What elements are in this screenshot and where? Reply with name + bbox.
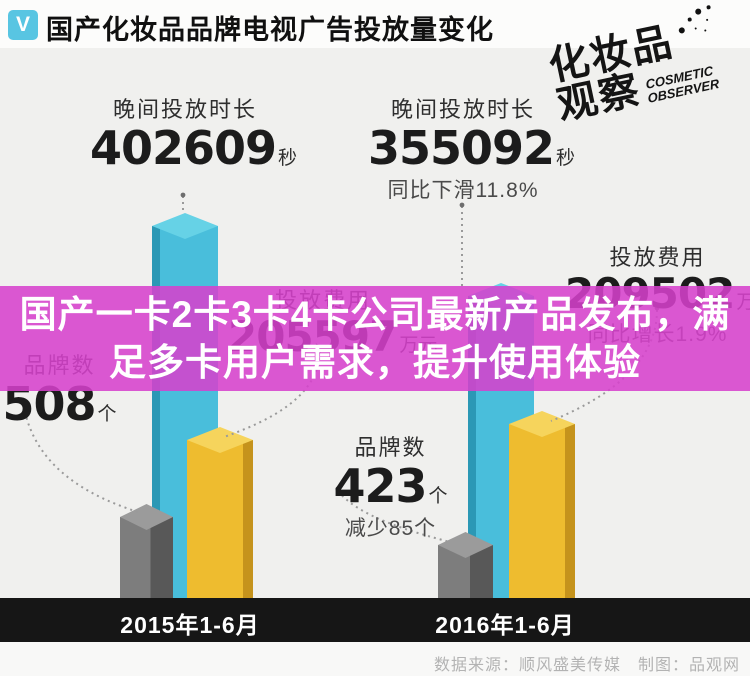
bar-top-face xyxy=(152,213,218,239)
banner-line1: 国产一卡2卡3卡4卡公司最新产品发布，满 xyxy=(19,293,731,335)
header-bar: V 国产化妆品品牌电视广告投放量变化 xyxy=(0,0,750,48)
metric-2015-airtime: 晚间投放时长 402609 秒 xyxy=(90,92,297,175)
banner-line2: 足多卡用户需求，提升使用体验 xyxy=(109,341,641,383)
footer-bar: 数据来源：顺风盛美传媒 制图：品观网 xyxy=(0,642,750,676)
v-logo-icon: V xyxy=(8,10,38,40)
bar-2015-brand-count xyxy=(120,504,173,598)
metric-label: 晚间投放时长 xyxy=(390,97,535,122)
metric-2016-brands: 品牌数 423 个 减少85个 xyxy=(328,430,453,542)
metric-unit: 秒 xyxy=(278,148,298,169)
metric-unit: 秒 xyxy=(556,148,576,169)
metric-value: 402609 xyxy=(90,121,277,175)
axis-label-2016: 2016年1-6月 xyxy=(435,612,575,638)
metric-label: 晚间投放时长 xyxy=(112,97,257,122)
metric-note: 同比下滑11.8% xyxy=(387,179,539,203)
metric-label: 投放费用 xyxy=(609,245,706,270)
metric-unit: 个 xyxy=(428,486,448,507)
promo-overlay-banner: 国产一卡2卡3卡4卡公司最新产品发布，满 足多卡用户需求，提升使用体验 xyxy=(0,286,750,391)
x-axis-bar: 2015年1-6月 2016年1-6月 xyxy=(0,598,750,642)
metric-label: 品牌数 xyxy=(354,435,427,460)
metric-note: 减少85个 xyxy=(344,517,437,541)
bar-2016-brand-count xyxy=(438,532,493,598)
bar-2015-ad-spend xyxy=(187,427,253,598)
bar-2016-ad-spend xyxy=(509,411,575,598)
logo-en-text: COSMETIC OBSERVER xyxy=(645,63,720,106)
page-title: 国产化妆品品牌电视广告投放量变化 xyxy=(46,15,494,45)
data-source-credit: 数据来源：顺风盛美传媒 制图：品观网 xyxy=(433,657,740,674)
metric-2016-airtime: 晚间投放时长 355092 秒 同比下滑11.8% xyxy=(368,92,575,204)
metric-unit: 个 xyxy=(97,404,117,425)
axis-label-2015: 2015年1-6月 xyxy=(120,612,260,638)
metric-value: 423 xyxy=(333,459,427,513)
logo-dots-icon xyxy=(678,26,686,34)
metric-value: 355092 xyxy=(368,121,555,175)
